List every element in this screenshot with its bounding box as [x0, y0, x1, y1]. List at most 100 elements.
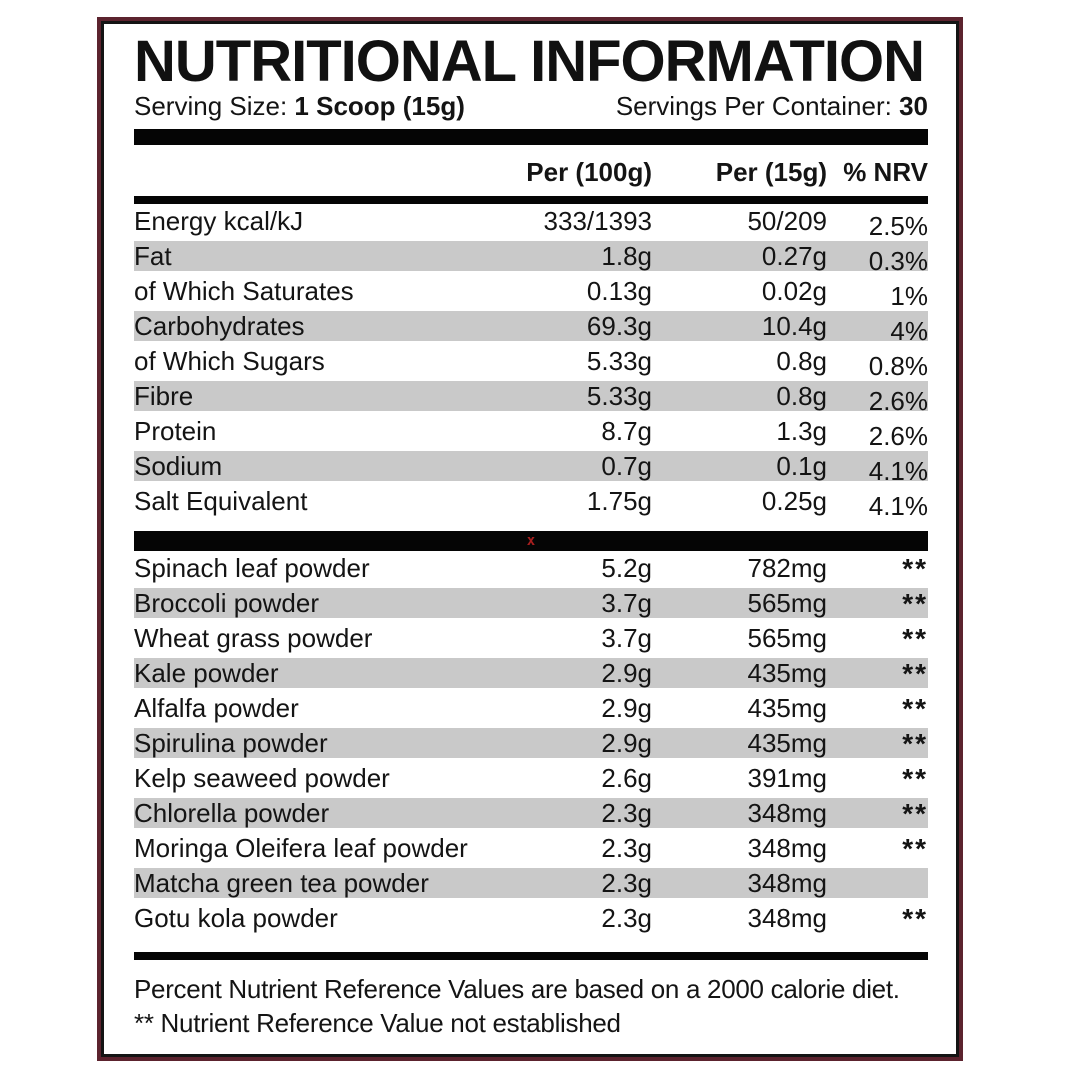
per-100g-value: 3.7g	[601, 623, 652, 653]
serving-size-value: 1 Scoop (15g)	[294, 91, 465, 121]
per-100g-value: 8.7g	[601, 416, 652, 446]
per-100g-value: 2.3g	[601, 798, 652, 828]
table-row: Sodium 0.7g 0.1g 4.1%	[134, 449, 928, 486]
ingredient-name: Wheat grass powder	[134, 623, 373, 653]
nutrients-section: Energy kcal/kJ 333/1393 50/209 2.5% Fat …	[134, 204, 928, 521]
per-15g-value: 565mg	[747, 623, 828, 653]
bottom-rule	[134, 952, 928, 960]
table-row: Salt Equivalent 1.75g 0.25g 4.1%	[134, 484, 928, 521]
table-row: Kale powder 2.9g 435mg **	[134, 656, 928, 691]
footnote-not-established: ** Nutrient Reference Value not establis…	[134, 1008, 621, 1038]
per-15g-value: 348mg	[747, 833, 828, 863]
column-headers: Per (100g) Per (15g) % NRV	[134, 145, 928, 196]
per-15g-value: 0.1g	[776, 451, 827, 481]
per-15g-value: 0.25g	[761, 486, 827, 516]
nrv-value: **	[902, 763, 928, 794]
serving-info-row: Serving Size: 1 Scoop (15g) Servings Per…	[134, 91, 928, 121]
nutrient-name: Sodium	[134, 451, 223, 481]
per-15g-value: 435mg	[747, 728, 828, 758]
table-row: Chlorella powder 2.3g 348mg **	[134, 796, 928, 831]
ingredient-name: Kale powder	[134, 658, 279, 688]
nrv-value: **	[902, 588, 928, 619]
table-row: Kelp seaweed powder 2.6g 391mg **	[134, 761, 928, 796]
per-100g-value: 0.7g	[601, 451, 652, 481]
per-15g-value: 0.02g	[761, 276, 827, 306]
per-15g-value: 0.8g	[776, 346, 827, 376]
table-row: Spinach leaf powder 5.2g 782mg **	[134, 551, 928, 586]
per-100g-value: 5.33g	[586, 346, 652, 376]
ingredient-name: Broccoli powder	[134, 588, 319, 618]
nrv-value: 1%	[890, 281, 928, 311]
table-row: Moringa Oleifera leaf powder 2.3g 348mg …	[134, 831, 928, 866]
table-row: Matcha green tea powder 2.3g 348mg	[134, 866, 928, 901]
nrv-value: 4%	[890, 316, 928, 346]
nutrition-label: NUTRITIONAL INFORMATION Serving Size: 1 …	[97, 17, 963, 1061]
table-row: Fat 1.8g 0.27g 0.3%	[134, 239, 928, 276]
nutrient-name: Fibre	[134, 381, 194, 411]
nrv-value: 2.6%	[868, 386, 928, 416]
per-100g-value: 0.13g	[586, 276, 652, 306]
per-15g-value: 565mg	[747, 588, 828, 618]
table-row: Broccoli powder 3.7g 565mg **	[134, 586, 928, 621]
table-row: Energy kcal/kJ 333/1393 50/209 2.5%	[134, 204, 928, 241]
per-15g-value: 348mg	[747, 798, 828, 828]
nutrient-name: Energy kcal/kJ	[134, 206, 304, 236]
column-header-nrv: % NRV	[843, 157, 928, 187]
ingredient-name: Spirulina powder	[134, 728, 328, 758]
nrv-value: **	[902, 798, 928, 829]
servings-value: 30	[899, 91, 928, 121]
footnote-nrv-basis: Percent Nutrient Reference Values are ba…	[134, 974, 900, 1004]
per-100g-value: 5.2g	[601, 553, 652, 583]
ingredient-name: Alfalfa powder	[134, 693, 299, 723]
header-rule	[134, 196, 928, 204]
nrv-value: **	[902, 693, 928, 724]
per-100g-value: 333/1393	[543, 206, 652, 236]
top-divider-bar	[134, 129, 928, 145]
per-15g-value: 1.3g	[776, 416, 827, 446]
per-15g-value: 50/209	[747, 206, 827, 236]
table-row: Alfalfa powder 2.9g 435mg **	[134, 691, 928, 726]
per-100g-value: 2.6g	[601, 763, 652, 793]
nrv-value: **	[902, 553, 928, 584]
per-15g-value: 0.27g	[761, 241, 827, 271]
per-100g-value: 2.9g	[601, 693, 652, 723]
table-row: Wheat grass powder 3.7g 565mg **	[134, 621, 928, 656]
nrv-value: **	[902, 833, 928, 864]
per-100g-value: 5.33g	[586, 381, 652, 411]
ingredient-name: Spinach leaf powder	[134, 553, 370, 583]
nrv-value: 0.8%	[868, 351, 928, 381]
per-100g-value: 2.3g	[601, 833, 652, 863]
nutrient-name: Salt Equivalent	[134, 486, 308, 516]
page-title: NUTRITIONAL INFORMATION	[134, 29, 925, 94]
per-15g-value: 782mg	[747, 553, 828, 583]
nrv-value: **	[902, 903, 928, 934]
per-15g-value: 435mg	[747, 693, 828, 723]
nrv-value: **	[902, 623, 928, 654]
per-100g-value: 3.7g	[601, 588, 652, 618]
per-100g-value: 2.3g	[601, 868, 652, 898]
broken-image-icon: x	[526, 533, 536, 549]
ingredient-name: Chlorella powder	[134, 798, 330, 828]
serving-size: Serving Size: 1 Scoop (15g)	[134, 91, 465, 121]
servings-label: Servings Per Container:	[615, 91, 892, 121]
table-row: of Which Saturates 0.13g 0.02g 1%	[134, 274, 928, 311]
nutrient-name: Fat	[134, 241, 172, 271]
per-15g-value: 435mg	[747, 658, 828, 688]
per-100g-value: 69.3g	[586, 311, 652, 341]
ingredient-name: Matcha green tea powder	[134, 868, 429, 898]
nrv-value: 2.6%	[868, 421, 928, 451]
table-row: of Which Sugars 5.33g 0.8g 0.8%	[134, 344, 928, 381]
nutrient-name: Protein	[134, 416, 217, 446]
table-row: Gotu kola powder 2.3g 348mg **	[134, 901, 928, 936]
ingredient-name: Kelp seaweed powder	[134, 763, 390, 793]
ingredient-name: Gotu kola powder	[134, 903, 338, 933]
table-row: Fibre 5.33g 0.8g 2.6%	[134, 379, 928, 416]
per-100g-value: 2.3g	[601, 903, 652, 933]
footnotes: Percent Nutrient Reference Values are ba…	[134, 972, 928, 1040]
table-row: Carbohydrates 69.3g 10.4g 4%	[134, 309, 928, 346]
nrv-value: 0.3%	[868, 246, 928, 276]
table-row: Spirulina powder 2.9g 435mg **	[134, 726, 928, 761]
nrv-value: 4.1%	[868, 456, 928, 486]
per-15g-value: 10.4g	[761, 311, 827, 341]
per-100g-value: 1.8g	[601, 241, 652, 271]
